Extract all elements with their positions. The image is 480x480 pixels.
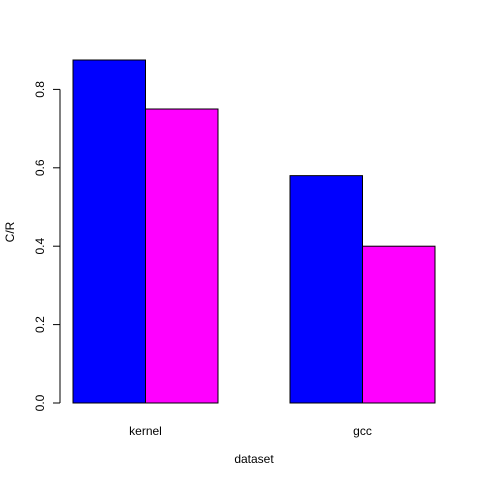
y-tick-label-0.0: 0.0 [33,394,47,411]
bar-kernel-series-2 [145,108,219,404]
y-tick-label-0.2: 0.2 [33,316,47,333]
y-axis-title: C/R [3,221,17,242]
y-tick-label-0.8: 0.8 [33,81,47,98]
y-tick-label-0.4: 0.4 [33,238,47,255]
category-label-kernel: kernel [129,424,162,438]
category-label-gcc: gcc [353,424,372,438]
bars-group [72,59,436,404]
x-axis-title: dataset [234,452,274,466]
x-axis-categories: kernel gcc [129,424,372,438]
bar-gcc-series-1 [289,175,363,404]
y-tick-label-0.6: 0.6 [33,159,47,176]
bar-gcc-series-2 [362,245,436,404]
bar-kernel-series-1 [72,59,146,404]
y-axis: 0.0 0.2 0.4 0.6 0.8 [33,81,61,411]
